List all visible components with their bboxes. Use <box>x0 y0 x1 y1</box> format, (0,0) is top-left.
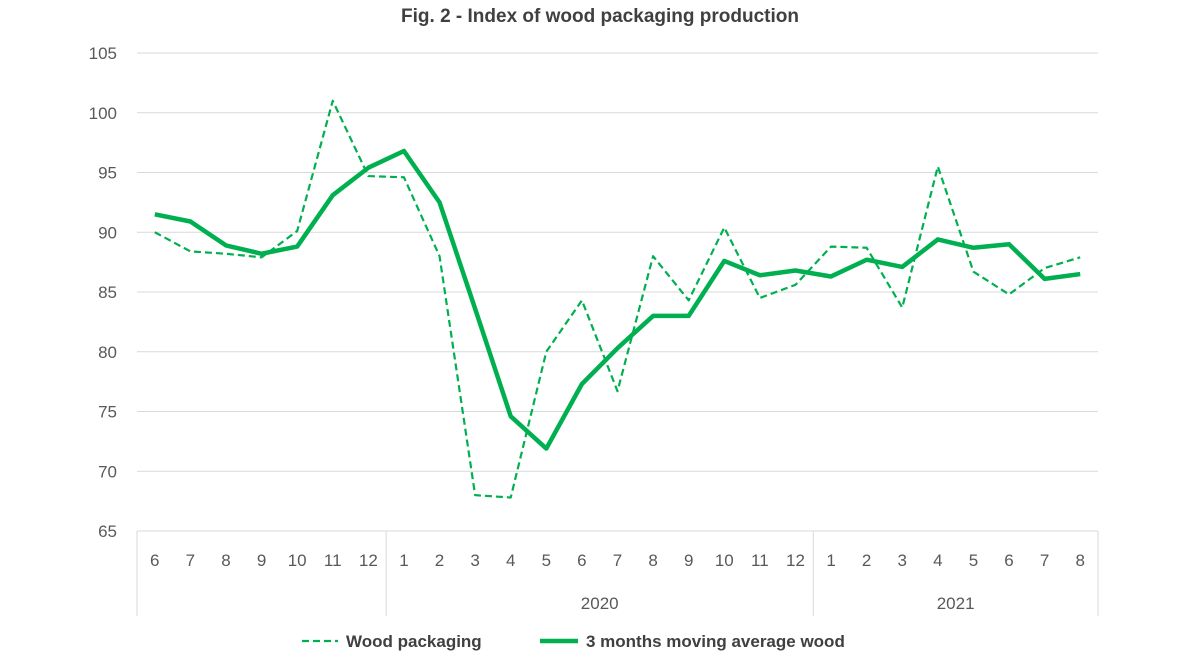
chart-title: Fig. 2 - Index of wood packaging product… <box>401 6 799 27</box>
x-tick-label: 6 <box>1004 551 1013 570</box>
x-tick-label: 11 <box>324 551 342 570</box>
x-tick-label: 4 <box>506 551 515 570</box>
y-tick-label: 65 <box>98 522 117 541</box>
x-tick-label: 7 <box>1040 551 1049 570</box>
x-tick-label: 4 <box>933 551 942 570</box>
x-tick-label: 8 <box>648 551 657 570</box>
x-tick-label: 12 <box>786 551 805 570</box>
x-tick-label: 10 <box>288 551 307 570</box>
x-tick-label: 11 <box>751 551 769 570</box>
legend-label: Wood packaging <box>346 632 482 651</box>
x-tick-label: 2 <box>435 551 444 570</box>
year-group-label: 2021 <box>937 594 975 613</box>
y-tick-label: 90 <box>98 223 117 242</box>
y-tick-label: 100 <box>89 104 117 123</box>
y-tick-label: 85 <box>98 283 117 302</box>
x-tick-label: 12 <box>359 551 378 570</box>
x-tick-label: 2 <box>862 551 871 570</box>
y-tick-label: 80 <box>98 343 117 362</box>
x-tick-label: 9 <box>257 551 266 570</box>
x-tick-label: 1 <box>399 551 408 570</box>
x-tick-label: 7 <box>186 551 195 570</box>
series-line-moving-average <box>154 148 1081 451</box>
y-tick-label: 105 <box>89 44 117 63</box>
x-tick-label: 6 <box>577 551 586 570</box>
y-tick-label: 95 <box>98 164 117 183</box>
x-tick-label: 8 <box>221 551 230 570</box>
series-line-wood-packaging <box>154 99 1081 499</box>
x-tick-label: 5 <box>542 551 551 570</box>
x-tick-label: 7 <box>613 551 622 570</box>
x-tick-label: 3 <box>898 551 907 570</box>
y-tick-label: 70 <box>98 462 117 481</box>
x-tick-label: 5 <box>969 551 978 570</box>
y-tick-label: 75 <box>98 403 117 422</box>
x-tick-label: 10 <box>715 551 734 570</box>
x-tick-label: 3 <box>470 551 479 570</box>
year-group-label: 2020 <box>581 594 619 613</box>
x-tick-label: 6 <box>150 551 159 570</box>
legend-label: 3 months moving average wood <box>586 632 845 651</box>
x-tick-label: 9 <box>684 551 693 570</box>
x-tick-label: 1 <box>826 551 835 570</box>
x-tick-label: 8 <box>1075 551 1084 570</box>
